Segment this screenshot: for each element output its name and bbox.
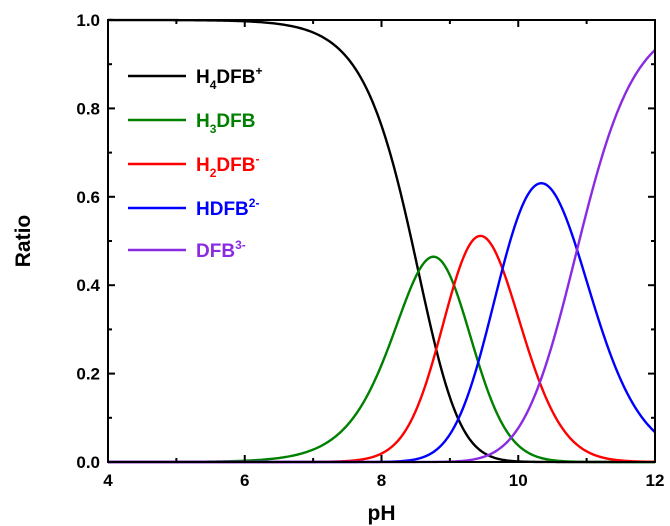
legend-label-sub: 4: [210, 78, 217, 92]
legend-label-sup: 2-: [249, 196, 260, 210]
y-tick-label: 0.8: [76, 99, 100, 118]
legend-label: H3DFB: [196, 111, 255, 136]
legend-label: HDFB2-: [196, 196, 259, 220]
legend-label-sub: 3: [210, 122, 217, 136]
y-axis-title: Ratio: [12, 215, 35, 268]
plot-frame: [107, 19, 656, 463]
series-line-4: [108, 49, 656, 464]
axis-ticks: [107, 19, 656, 463]
tick-labels: 4 6 8 10 12 0.0 0.2 0.4 0.6 0.8 1.0: [76, 11, 664, 490]
legend-label-sup: -: [255, 152, 259, 166]
series-line-3: [108, 182, 656, 464]
y-tick-label: 1.0: [76, 11, 100, 30]
legend-label-sup: 3-: [235, 238, 246, 252]
legend-label: DFB3-: [196, 238, 246, 262]
x-tick-label: 10: [509, 471, 528, 490]
y-tick-label: 0.0: [76, 453, 100, 472]
legend-label-sup: +: [255, 64, 262, 78]
x-tick-label: 12: [646, 471, 665, 490]
legend-label-base: H: [196, 67, 210, 88]
x-tick-label: 8: [377, 471, 386, 490]
series-curves: [108, 18, 656, 464]
legend-label: H2DFB-: [196, 152, 259, 180]
legend-label-sub: 2: [210, 166, 217, 180]
y-tick-label: 0.6: [76, 188, 100, 207]
legend-label-rest: DFB: [216, 67, 255, 88]
legend-label-rest: DFB: [216, 155, 255, 176]
legend-label-base: H: [196, 155, 210, 176]
x-axis-title: pH: [368, 502, 396, 525]
y-tick-label: 0.4: [76, 276, 100, 295]
legend-label-base: H: [196, 111, 210, 132]
legend-label: H4DFB+: [196, 64, 263, 92]
legend-label-base: HDFB: [196, 199, 249, 220]
series-line-1: [108, 255, 655, 464]
legend-label-rest: DFB: [216, 111, 255, 132]
legend-label-base: DFB: [196, 241, 235, 262]
y-tick-label: 0.2: [76, 365, 100, 384]
series-line-0: [108, 18, 655, 464]
x-tick-label: 4: [103, 471, 113, 490]
x-tick-label: 6: [240, 471, 249, 490]
